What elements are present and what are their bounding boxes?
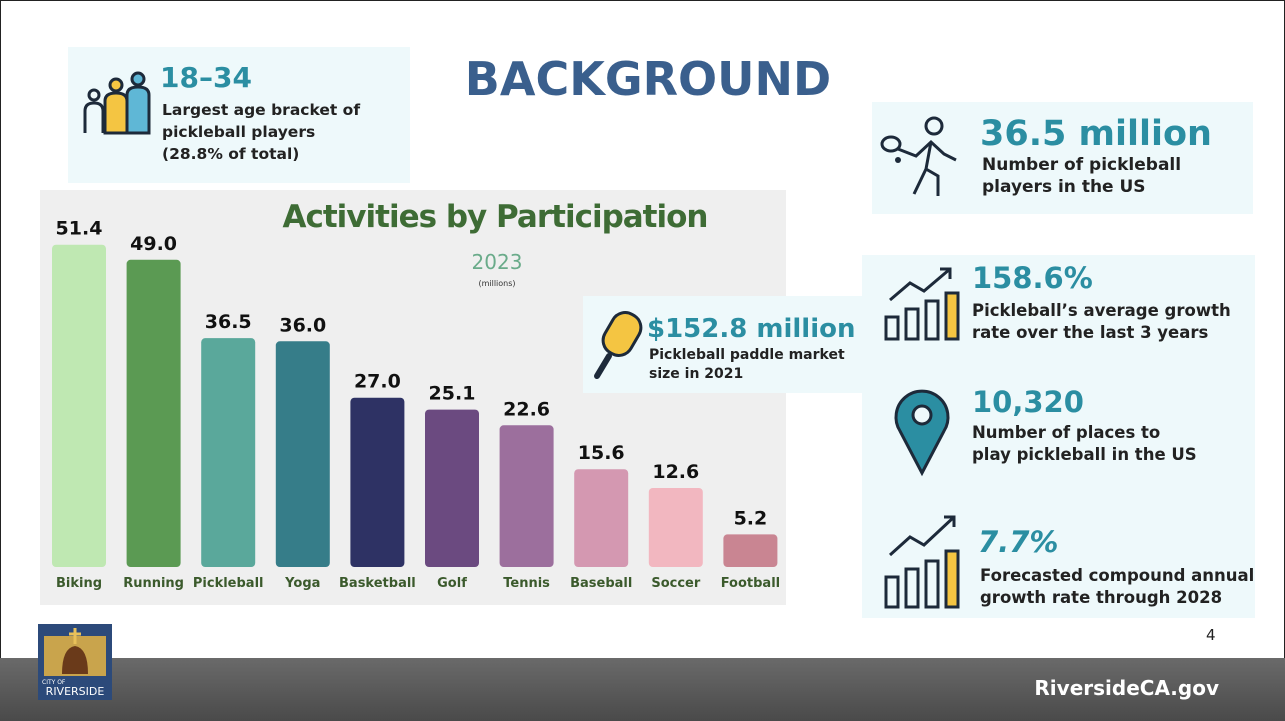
- bar: [201, 338, 255, 567]
- people-icon: [80, 65, 160, 145]
- category-label: Tennis: [503, 576, 550, 591]
- category-label: Pickleball: [193, 576, 264, 591]
- page-number: 4: [1206, 626, 1216, 644]
- stat-box: 158.6% Pickleball’s average growth rate …: [862, 255, 1255, 618]
- bar: [500, 425, 554, 567]
- category-label: Biking: [56, 576, 102, 591]
- chart-units: (millions): [478, 279, 515, 288]
- value-label: 36.5: [205, 311, 252, 333]
- line: Largest age bracket of: [162, 99, 360, 121]
- stat-description: Pickleball’s average growth rate over th…: [972, 300, 1231, 344]
- category-label: Football: [721, 576, 780, 591]
- line: (28.8% of total): [162, 143, 360, 165]
- bar: [425, 410, 479, 567]
- bar: [52, 245, 106, 567]
- stat-box: 18–34 Largest age bracket of pickleball …: [68, 47, 410, 183]
- slide: BACKGROUND 18–34 Largest age bracket of …: [0, 0, 1285, 721]
- line: rate over the last 3 years: [972, 322, 1231, 344]
- website: RiversideCA.gov: [1034, 676, 1219, 700]
- category-label: Basketball: [339, 576, 416, 591]
- category-label: Soccer: [651, 576, 701, 591]
- stat-value: 10,320: [972, 385, 1084, 419]
- bar: [723, 534, 777, 567]
- slide-title: BACKGROUND: [448, 52, 848, 106]
- stat-value: 158.6%: [972, 261, 1093, 295]
- value-label: 12.6: [652, 461, 699, 483]
- stat-value: 36.5 million: [980, 114, 1212, 154]
- line: growth rate through 2028: [980, 587, 1254, 609]
- chart-subtitle: 2023: [472, 250, 523, 274]
- stat-description: Pickleball paddle market size in 2021: [649, 346, 845, 384]
- category-label: Yoga: [284, 576, 320, 591]
- value-label: 15.6: [578, 442, 625, 464]
- line: Number of places to: [972, 422, 1197, 444]
- value-label: 25.1: [429, 383, 476, 405]
- line: Pickleball paddle market: [649, 346, 845, 365]
- line: Number of pickleball: [982, 154, 1181, 176]
- stat-box: 36.5 million Number of pickleball player…: [872, 102, 1253, 214]
- line: play pickleball in the US: [972, 444, 1197, 466]
- value-label: 36.0: [279, 314, 326, 336]
- value-label: 5.2: [734, 507, 768, 529]
- logo-text: RIVERSIDE: [46, 685, 105, 698]
- player-icon: [876, 114, 966, 204]
- category-label: Running: [123, 576, 184, 591]
- stat-description: Largest age bracket of pickleball player…: [162, 99, 360, 165]
- stat-value: 7.7%: [978, 525, 1058, 559]
- bar: [350, 398, 404, 567]
- bar: [574, 469, 628, 567]
- category-label: Golf: [437, 576, 467, 591]
- value-label: 49.0: [130, 233, 177, 255]
- stat-description: Number of places to play pickleball in t…: [972, 422, 1197, 466]
- paddle-icon: [589, 308, 649, 388]
- line: players in the US: [982, 176, 1181, 198]
- line: Pickleball’s average growth: [972, 300, 1231, 322]
- logo: CITY OF RIVERSIDE: [38, 624, 112, 700]
- value-label: 51.4: [56, 218, 103, 240]
- stat-value: 18–34: [160, 61, 252, 94]
- line: pickleball players: [162, 121, 360, 143]
- footer: RiversideCA.gov: [0, 658, 1285, 721]
- chart-title: Activities by Participation: [282, 199, 707, 235]
- bar: [649, 488, 703, 567]
- bar: [276, 341, 330, 567]
- line: size in 2021: [649, 365, 845, 384]
- value-label: 27.0: [354, 371, 401, 393]
- stat-description: Forecasted compound annual growth rate t…: [980, 565, 1254, 609]
- bar-chart: Activities by Participation 2023 (millio…: [40, 190, 786, 605]
- stat-box: $152.8 million Pickleball paddle market …: [583, 296, 862, 393]
- category-label: Baseball: [570, 576, 632, 591]
- line: Forecasted compound annual: [980, 565, 1254, 587]
- bar: [127, 260, 181, 567]
- value-label: 22.6: [503, 398, 550, 420]
- stat-description: Number of pickleball players in the US: [982, 154, 1181, 198]
- stat-value: $152.8 million: [647, 314, 856, 344]
